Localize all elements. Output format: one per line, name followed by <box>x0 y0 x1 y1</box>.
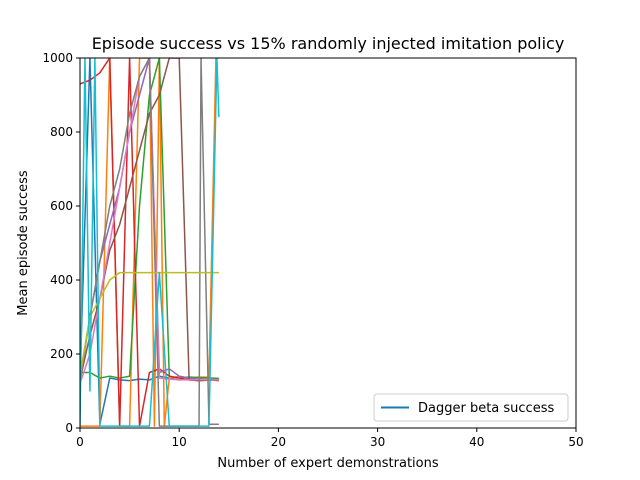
legend-box <box>373 393 569 422</box>
series-line-6 <box>80 58 219 384</box>
y-tick-label: 200 <box>50 347 73 361</box>
x-tick-label: 20 <box>271 435 286 449</box>
y-tick-label: 600 <box>50 199 73 213</box>
x-axis-label: Number of expert demonstrations <box>217 456 438 471</box>
plot-frame <box>79 57 577 429</box>
series-line-8 <box>80 271 219 377</box>
y-tick-label: 400 <box>50 273 73 287</box>
x-axis-ticks: 0 10 20 30 40 50 <box>76 428 584 449</box>
series-line-9 <box>80 58 220 427</box>
series-layer <box>80 58 220 427</box>
x-tick-label: 0 <box>76 435 84 449</box>
chart-title: Episode success vs 15% randomly injected… <box>92 34 565 53</box>
legend: Dagger beta success <box>373 393 569 422</box>
series-line-2 <box>80 58 219 380</box>
legend-label: Dagger beta success <box>418 401 554 416</box>
y-axis-ticks: 0 200 400 600 800 1000 <box>42 51 80 435</box>
y-axis-label: Mean episode success <box>16 170 31 316</box>
series-line-7 <box>80 58 219 427</box>
series-line-4 <box>80 58 219 381</box>
x-tick-label: 40 <box>469 435 484 449</box>
y-tick-label: 1000 <box>42 51 73 65</box>
y-tick-label: 800 <box>50 125 73 139</box>
y-tick-label: 0 <box>65 421 73 435</box>
x-tick-label: 10 <box>172 435 187 449</box>
x-tick-label: 50 <box>568 435 583 449</box>
x-tick-label: 30 <box>370 435 385 449</box>
